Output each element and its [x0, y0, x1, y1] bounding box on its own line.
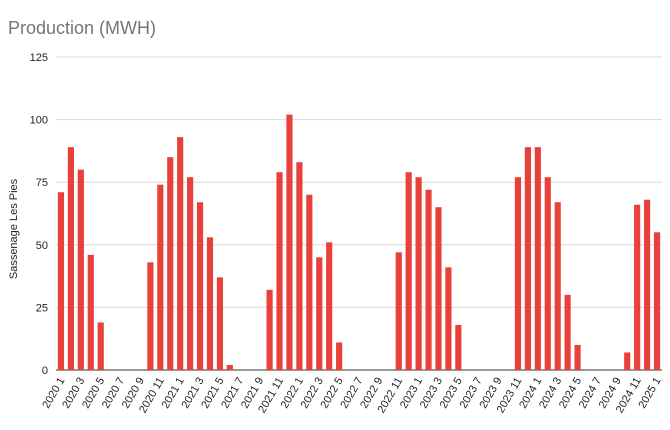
bar [266, 289, 273, 370]
bar [624, 352, 631, 370]
y-tick-label: 50 [36, 240, 48, 252]
bar [445, 267, 452, 370]
chart-title: Production (MWH) [8, 18, 157, 38]
y-tick-label: 0 [42, 365, 48, 377]
bar [306, 194, 313, 370]
bar [395, 252, 402, 370]
bar [187, 177, 194, 370]
y-tick-label: 100 [30, 115, 48, 127]
bar [196, 202, 204, 370]
bar [405, 172, 412, 370]
y-axis-label: Sassenage Les Pies [8, 178, 20, 279]
bar [564, 294, 571, 370]
bars [57, 114, 661, 370]
bar [177, 137, 184, 370]
y-tick-label: 25 [36, 302, 48, 314]
bar [286, 114, 293, 370]
bar [415, 177, 422, 370]
bar [206, 237, 214, 370]
bar [425, 189, 432, 370]
bar [216, 277, 223, 370]
bar [157, 184, 164, 370]
bar [97, 322, 104, 370]
bar [316, 257, 323, 370]
y-tick-label: 125 [30, 52, 48, 64]
y-tick-label: 75 [36, 177, 48, 189]
bar [634, 204, 641, 370]
bar [644, 199, 651, 370]
bar [455, 324, 462, 370]
bar [554, 202, 561, 370]
bar [57, 192, 65, 370]
bar [87, 254, 94, 370]
bar [514, 177, 522, 370]
bar [67, 147, 74, 370]
bar [296, 162, 303, 370]
bar [147, 262, 154, 370]
y-axis-ticks: 0 25 50 75 100 125 [30, 52, 48, 377]
bar [524, 147, 531, 370]
bar [77, 169, 84, 370]
bar [226, 364, 233, 370]
bar [435, 207, 442, 370]
bar [167, 157, 174, 370]
bar [544, 177, 551, 370]
bar [653, 232, 661, 370]
bar [534, 147, 541, 370]
bar [336, 342, 343, 370]
bar [276, 172, 283, 370]
gridlines [56, 56, 662, 371]
bar [574, 344, 581, 370]
bar [326, 242, 333, 370]
